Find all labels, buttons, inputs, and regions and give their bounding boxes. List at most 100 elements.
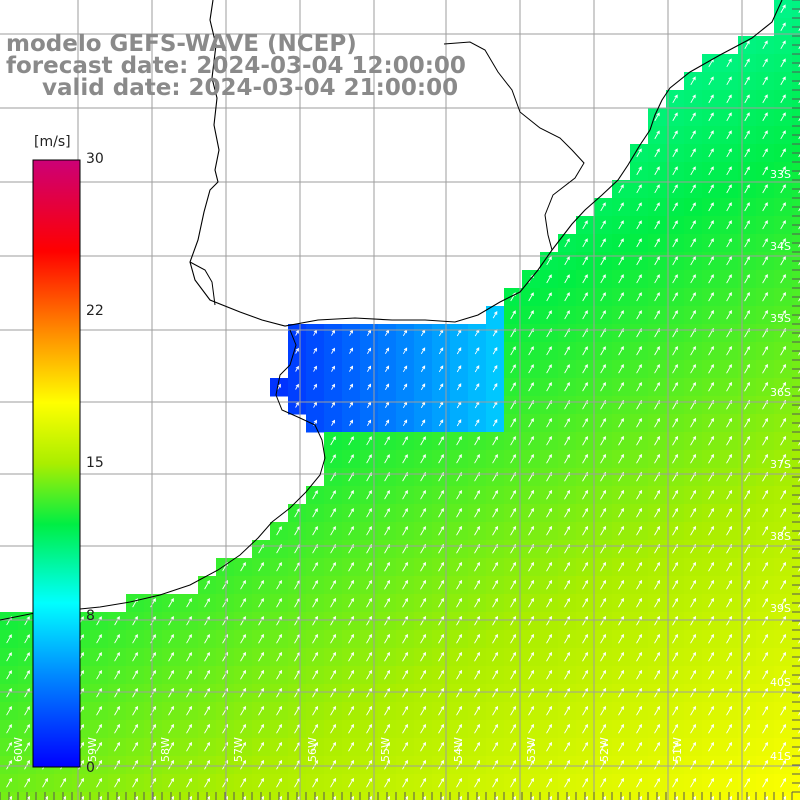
wind-arrow <box>404 795 408 800</box>
wind-arrow <box>620 795 624 800</box>
wind-arrow <box>366 508 372 518</box>
wind-arrow <box>294 687 300 698</box>
wind-arrow <box>204 633 210 644</box>
wind-arrow <box>798 171 800 176</box>
wind-arrow <box>312 705 318 716</box>
wind-arrow <box>348 436 354 446</box>
wind-arrow <box>726 310 732 320</box>
wind-arrow <box>330 597 336 608</box>
wind-arrow <box>744 579 750 590</box>
wind-arrow <box>134 795 138 800</box>
wind-arrow <box>492 741 498 752</box>
wind-arrow <box>690 489 696 500</box>
wind-arrow <box>654 579 660 590</box>
wind-arrow <box>546 669 552 680</box>
wind-arrow <box>294 633 300 644</box>
wind-arrow <box>258 562 264 572</box>
wind-arrow <box>402 633 408 644</box>
wind-arrow <box>546 274 552 284</box>
longitude-label: 52W <box>598 737 611 762</box>
wind-arrow <box>24 741 30 752</box>
wind-arrow <box>672 777 678 788</box>
wind-arrow <box>492 597 498 608</box>
longitude-label: 56W <box>306 737 319 762</box>
wind-arrow <box>798 513 800 518</box>
wind-arrow <box>618 705 624 716</box>
wind-arrow <box>80 795 84 800</box>
wind-arrow <box>708 453 714 464</box>
wind-arrow <box>600 777 606 788</box>
latitude-label: 34S <box>770 240 791 253</box>
wind-arrow <box>672 759 678 770</box>
wind-arrow <box>510 382 516 392</box>
wind-arrow <box>618 364 624 374</box>
wind-arrow <box>96 652 102 662</box>
longitude-label: 60W <box>12 737 25 762</box>
wind-arrow <box>798 459 800 464</box>
colorbar-tick: 15 <box>86 455 104 471</box>
wind-arrow <box>456 615 462 626</box>
wind-arrow <box>168 651 174 662</box>
wind-arrow <box>528 561 534 572</box>
wind-arrow <box>708 579 714 590</box>
wind-arrow <box>330 579 336 590</box>
wind-arrow <box>438 579 444 590</box>
wind-arrow <box>492 419 498 427</box>
wind-arrow <box>186 723 192 734</box>
wind-arrow <box>798 135 800 140</box>
wind-arrow <box>96 777 102 788</box>
wind-arrow <box>636 579 642 590</box>
wind-arrow <box>798 549 800 554</box>
wind-arrow <box>114 616 120 626</box>
wind-arrow <box>420 579 426 590</box>
wind-arrow <box>510 741 516 752</box>
wind-arrow <box>654 292 660 302</box>
wind-arrow <box>474 759 480 770</box>
wind-arrow <box>546 435 552 446</box>
wind-arrow <box>492 669 498 680</box>
wind-arrow <box>332 795 336 800</box>
wind-arrow <box>762 489 768 500</box>
wind-arrow <box>276 741 282 752</box>
wind-arrow <box>474 651 480 662</box>
wind-arrow <box>331 383 335 390</box>
wind-arrow <box>708 238 714 248</box>
wind-arrow <box>780 741 786 752</box>
wind-arrow <box>114 741 120 752</box>
wind-arrow <box>438 759 444 770</box>
wind-arrow <box>582 561 588 572</box>
wind-arrow <box>762 435 768 446</box>
wind-arrow <box>762 633 768 644</box>
wind-arrow <box>330 669 336 680</box>
wind-arrow <box>170 795 174 800</box>
wind-arrow <box>402 759 408 770</box>
wind-arrow <box>690 507 696 518</box>
wind-arrow <box>744 40 750 50</box>
wind-arrow <box>96 723 102 734</box>
wind-arrow <box>618 202 624 212</box>
wind-arrow <box>294 597 300 608</box>
wind-arrow <box>366 777 372 788</box>
wind-arrow <box>384 669 390 680</box>
wind-arrow <box>780 723 786 734</box>
wind-arrow <box>6 652 12 662</box>
wind-arrow <box>492 489 498 500</box>
wind-arrow <box>654 220 660 230</box>
wind-arrow <box>690 705 696 716</box>
wind-arrow <box>402 579 408 590</box>
wind-arrow <box>114 723 120 734</box>
wind-arrow <box>150 741 156 752</box>
wind-arrow <box>564 579 570 590</box>
wind-arrow <box>672 723 678 734</box>
wind-arrow <box>618 687 624 698</box>
wind-arrow <box>420 777 426 788</box>
wind-arrow <box>204 777 210 788</box>
wind-arrow <box>438 741 444 752</box>
wind-arrow <box>420 633 426 644</box>
wind-arrow <box>726 417 732 428</box>
wind-arrow <box>708 561 714 572</box>
wind-arrow <box>6 741 12 752</box>
wind-arrow <box>206 795 210 800</box>
wind-arrow <box>330 436 336 446</box>
